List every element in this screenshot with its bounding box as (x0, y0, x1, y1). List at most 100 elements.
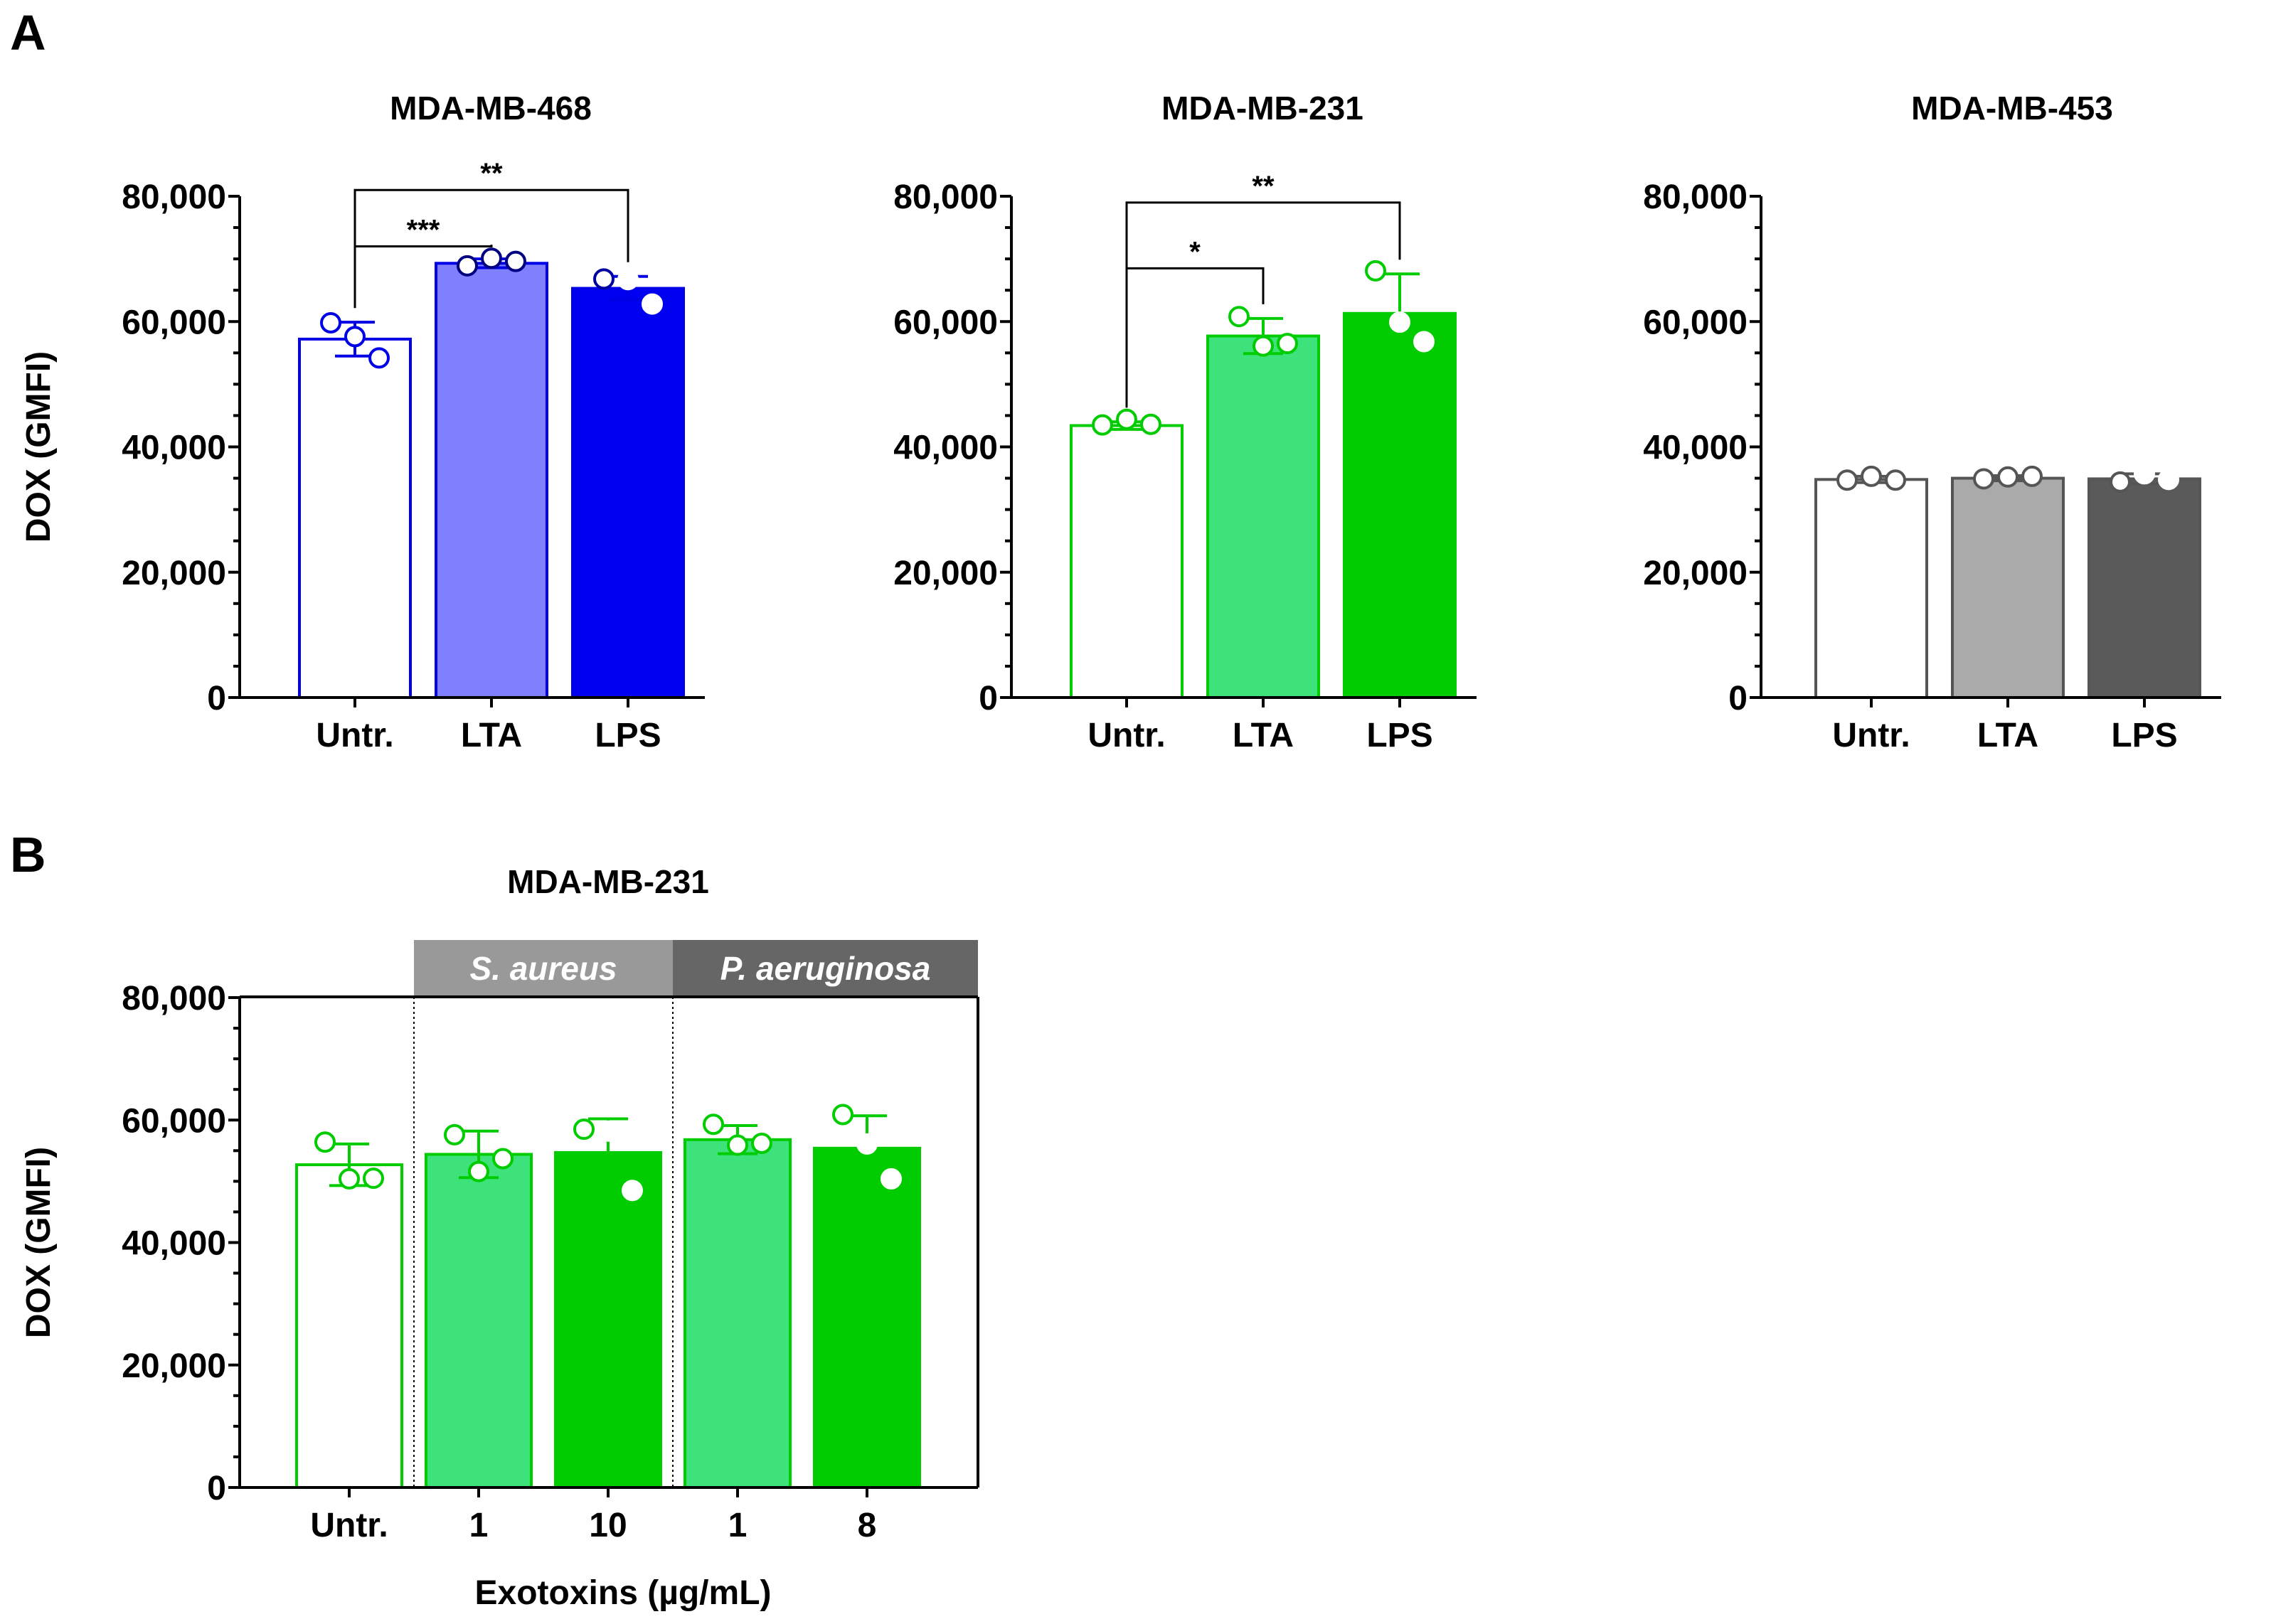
data-point (363, 1168, 384, 1190)
data-point (1973, 468, 1994, 490)
y-tick-label: 60,000 (1643, 304, 1748, 341)
chart-2: MDA-MB-231***020,00040,00060,00080,000Un… (893, 90, 1477, 754)
data-point (1836, 469, 1858, 491)
y-tick-label: 80,000 (122, 178, 226, 216)
data-point (314, 1131, 336, 1153)
x-axis-label: Exotoxins (µg/mL) (475, 1574, 772, 1612)
x-tick-label: LPS (2111, 717, 2177, 754)
group-header-label: P. aeruginosa (720, 950, 931, 987)
y-tick-label: 40,000 (893, 429, 998, 467)
data-point (444, 1123, 465, 1145)
data-point (856, 1133, 878, 1155)
y-tick-label: 20,000 (893, 555, 998, 592)
x-tick-label: Untr. (310, 1507, 388, 1544)
y-tick-label: 80,000 (122, 980, 226, 1017)
y-tick-label: 0 (979, 680, 998, 717)
data-point (593, 268, 615, 290)
bar (554, 1150, 662, 1489)
group-header-box (673, 940, 978, 997)
x-tick-label: LTA (1233, 717, 1294, 754)
data-point (468, 1160, 489, 1182)
chart-layer: MDA-MB-468*****020,00040,00060,00080,000… (20, 90, 2221, 1612)
bar (571, 287, 685, 699)
data-point (573, 1118, 595, 1140)
data-point (2134, 463, 2155, 485)
data-point (832, 1104, 853, 1126)
data-point (622, 1180, 643, 1202)
data-point (1116, 408, 1137, 430)
data-point (1228, 306, 1250, 328)
x-tick-label: 8 (858, 1507, 877, 1544)
y-tick-label: 80,000 (893, 178, 998, 216)
significance-label: *** (407, 215, 440, 246)
data-point (1997, 466, 2019, 488)
y-tick-label: 60,000 (893, 304, 998, 341)
bar (295, 1163, 403, 1489)
y-tick-label: 0 (207, 1470, 226, 1507)
bar (1070, 424, 1184, 699)
y-tick-label: 60,000 (122, 304, 226, 341)
y-tick-label: 20,000 (122, 1347, 226, 1385)
panel-label-a: A (10, 5, 46, 60)
x-tick-label: Untr. (1832, 717, 1910, 754)
chart-title: MDA-MB-231 (1161, 90, 1363, 127)
data-point (642, 293, 663, 315)
data-point (2110, 471, 2131, 493)
x-tick-label: LTA (461, 717, 522, 754)
data-point (2158, 469, 2179, 491)
data-point (492, 1148, 514, 1170)
bar (1814, 478, 1928, 699)
bar (1343, 311, 1457, 699)
data-point (617, 269, 639, 291)
x-tick-label: Untr. (316, 717, 393, 754)
y-tick-label: 20,000 (122, 555, 226, 592)
y-tick-label: 0 (207, 680, 226, 717)
bar (425, 1153, 533, 1489)
data-point (703, 1113, 724, 1136)
data-point (505, 250, 526, 272)
significance-bracket (353, 245, 493, 309)
group-header-label: S. aureus (469, 950, 617, 987)
chart-1: MDA-MB-468*****020,00040,00060,00080,000… (20, 90, 705, 754)
data-point (1885, 469, 1906, 491)
significance-bracket (1125, 267, 1265, 408)
data-point (727, 1134, 748, 1156)
y-tick-label: 60,000 (122, 1102, 226, 1140)
significance-label: * (1189, 236, 1201, 267)
data-point (457, 255, 478, 277)
significance-label: ** (1252, 171, 1275, 202)
y-tick-label: 40,000 (1643, 429, 1748, 467)
y-tick-label: 40,000 (122, 1225, 226, 1263)
x-tick-label: 1 (728, 1507, 748, 1544)
x-tick-label: 10 (589, 1507, 627, 1544)
data-point (881, 1168, 902, 1190)
data-point (1252, 335, 1274, 357)
chart-title: MDA-MB-453 (1911, 90, 2113, 127)
group-header-box (414, 940, 673, 997)
data-point (344, 326, 366, 348)
chart-title: MDA-MB-231 (507, 863, 709, 900)
significance-label: ** (480, 158, 503, 189)
y-tick-label: 20,000 (1643, 555, 1748, 592)
y-axis-label: DOX (GMFI) (20, 351, 58, 543)
data-point (1389, 311, 1410, 333)
data-point (339, 1168, 360, 1190)
data-point (1092, 414, 1113, 436)
y-tick-label: 0 (1728, 680, 1748, 717)
x-tick-label: 1 (469, 1507, 489, 1544)
x-tick-label: LTA (1977, 717, 2038, 754)
data-point (1365, 260, 1386, 282)
data-point (1140, 413, 1161, 435)
data-point (1861, 465, 1882, 487)
chart-title: MDA-MB-468 (390, 90, 592, 127)
y-tick-label: 80,000 (1643, 178, 1748, 216)
bar (1951, 476, 2065, 699)
bar (684, 1138, 792, 1490)
x-tick-label: Untr. (1087, 717, 1165, 754)
chart-3: MDA-MB-453 0 20,000 40,000 60,000 80,000 Untr.… (1643, 90, 2221, 754)
bar (298, 337, 412, 699)
data-point (2021, 465, 2043, 487)
data-point (751, 1132, 772, 1154)
data-point (1413, 331, 1435, 353)
